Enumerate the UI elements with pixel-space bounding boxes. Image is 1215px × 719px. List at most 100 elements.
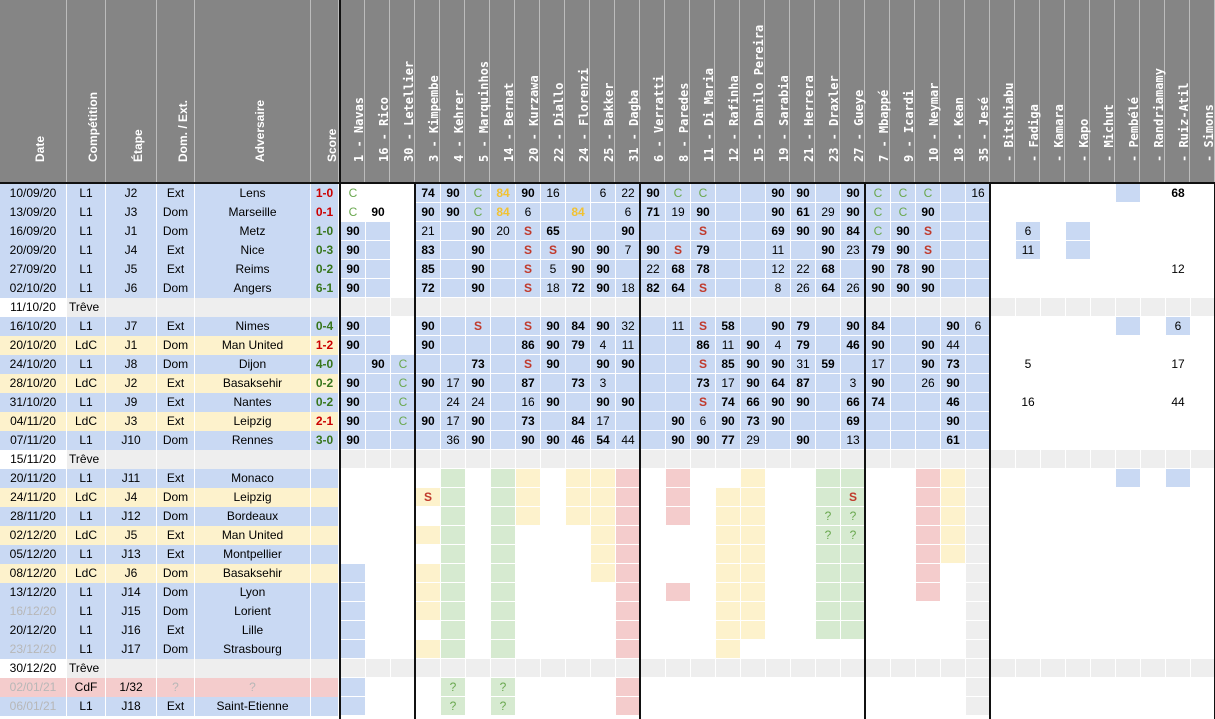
cell-score[interactable] <box>311 450 339 469</box>
player-cell[interactable] <box>391 203 415 221</box>
cell-venue[interactable]: Ext <box>157 697 195 716</box>
cell-competition[interactable]: LdC <box>67 336 106 355</box>
cell-score[interactable]: 0-4 <box>311 317 339 336</box>
player-cell[interactable]: C <box>891 184 915 202</box>
player-cell[interactable] <box>716 241 740 259</box>
player-cell[interactable]: 90 <box>666 431 690 449</box>
header-player[interactable]: - Kamara <box>1040 0 1066 182</box>
header-player[interactable]: 3 - Kimpembe <box>415 0 441 182</box>
player-cell[interactable]: C <box>866 222 890 240</box>
cell-opponent[interactable]: Monaco <box>195 469 311 488</box>
player-cell[interactable] <box>866 507 890 525</box>
player-cell[interactable] <box>391 659 415 677</box>
player-cell[interactable] <box>541 678 565 696</box>
header-player[interactable]: 7 - Mbappé <box>865 0 891 182</box>
player-cell[interactable] <box>641 317 665 335</box>
player-cell[interactable] <box>966 241 990 259</box>
player-cell[interactable] <box>616 545 640 563</box>
player-cell[interactable] <box>641 222 665 240</box>
player-cell[interactable] <box>641 564 665 582</box>
player-cell[interactable] <box>566 621 590 639</box>
cell-venue[interactable]: ? <box>157 678 195 697</box>
player-cell[interactable]: 29 <box>741 431 765 449</box>
player-cell[interactable] <box>391 184 415 202</box>
player-cell[interactable]: C <box>391 355 415 373</box>
player-cell[interactable] <box>716 545 740 563</box>
player-cell[interactable] <box>916 640 940 658</box>
player-cell[interactable] <box>1016 583 1040 601</box>
cell-date[interactable]: 20/12/20 <box>0 621 67 640</box>
cell-etape[interactable] <box>106 659 157 678</box>
player-cell[interactable]: 6 <box>966 317 990 335</box>
player-cell[interactable] <box>866 697 890 715</box>
player-cell[interactable] <box>916 431 940 449</box>
player-cell[interactable] <box>366 412 390 430</box>
cell-etape[interactable]: J16 <box>106 621 157 640</box>
player-cell[interactable] <box>1066 621 1090 639</box>
player-cell[interactable] <box>641 678 665 696</box>
player-cell[interactable] <box>366 374 390 392</box>
cell-competition[interactable]: LdC <box>67 412 106 431</box>
player-cell[interactable] <box>916 412 940 430</box>
player-cell[interactable]: ? <box>491 697 515 715</box>
cell-competition[interactable]: L1 <box>67 184 106 203</box>
player-cell[interactable] <box>1041 640 1065 658</box>
player-cell[interactable] <box>516 545 540 563</box>
cell-opponent[interactable]: Montpellier <box>195 545 311 564</box>
player-cell[interactable] <box>1041 545 1065 563</box>
player-cell[interactable] <box>966 222 990 240</box>
cell-venue[interactable]: Dom <box>157 279 195 298</box>
player-cell[interactable] <box>1141 222 1165 240</box>
header-player[interactable]: 10 - Neymar <box>915 0 941 182</box>
player-cell[interactable] <box>616 298 640 316</box>
player-cell[interactable] <box>591 678 615 696</box>
player-cell[interactable]: 90 <box>591 279 615 297</box>
player-cell[interactable] <box>766 488 790 506</box>
header-player[interactable]: 11 - Di Maria <box>690 0 716 182</box>
player-cell[interactable] <box>941 621 965 639</box>
player-cell[interactable] <box>1116 222 1140 240</box>
cell-date[interactable]: 13/12/20 <box>0 583 67 602</box>
player-cell[interactable] <box>366 526 390 544</box>
player-cell[interactable] <box>1016 469 1040 487</box>
header-player[interactable]: 8 - Paredes <box>665 0 691 182</box>
player-cell[interactable] <box>866 640 890 658</box>
player-cell[interactable] <box>1091 336 1115 354</box>
cell-etape[interactable]: J3 <box>106 203 157 222</box>
player-cell[interactable] <box>516 697 540 715</box>
player-cell[interactable]: 3 <box>841 374 865 392</box>
player-cell[interactable] <box>516 678 540 696</box>
player-cell[interactable]: 84 <box>841 222 865 240</box>
cell-etape[interactable]: 1/32 <box>106 678 157 697</box>
player-cell[interactable] <box>766 678 790 696</box>
player-cell[interactable] <box>1091 317 1115 335</box>
player-cell[interactable] <box>866 545 890 563</box>
player-cell[interactable]: 8 <box>766 279 790 297</box>
player-cell[interactable] <box>966 602 990 620</box>
cell-opponent[interactable]: Basaksehir <box>195 374 311 393</box>
player-cell[interactable]: 11 <box>716 336 740 354</box>
player-cell[interactable] <box>1116 279 1140 297</box>
player-cell[interactable] <box>1191 488 1215 506</box>
player-cell[interactable] <box>1091 697 1115 715</box>
player-cell[interactable] <box>341 659 365 677</box>
player-cell[interactable] <box>391 241 415 259</box>
player-cell[interactable] <box>591 469 615 487</box>
player-cell[interactable] <box>1016 279 1040 297</box>
player-cell[interactable]: S <box>466 317 490 335</box>
player-cell[interactable] <box>816 298 840 316</box>
player-cell[interactable]: 90 <box>866 260 890 278</box>
player-cell[interactable]: S <box>691 393 715 411</box>
player-cell[interactable]: 11 <box>666 317 690 335</box>
player-cell[interactable]: 90 <box>766 203 790 221</box>
cell-date[interactable]: 28/10/20 <box>0 374 67 393</box>
player-cell[interactable] <box>566 469 590 487</box>
cell-etape[interactable]: J8 <box>106 355 157 374</box>
player-cell[interactable] <box>566 298 590 316</box>
header-competition[interactable]: Compétition <box>67 0 106 182</box>
player-cell[interactable] <box>641 507 665 525</box>
player-cell[interactable] <box>1191 355 1215 373</box>
player-cell[interactable] <box>1066 203 1090 221</box>
player-cell[interactable] <box>391 488 415 506</box>
player-cell[interactable] <box>1166 507 1190 525</box>
